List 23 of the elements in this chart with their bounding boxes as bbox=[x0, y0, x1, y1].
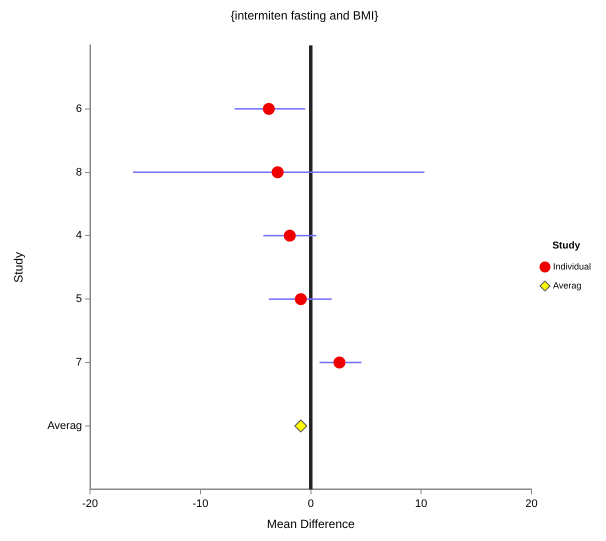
point bbox=[333, 356, 346, 369]
chart-title: {intermiten fasting and BMI} bbox=[230, 8, 378, 23]
x-tick-label: 0 bbox=[308, 498, 314, 510]
point bbox=[294, 293, 307, 306]
legend-label: Individual bbox=[552, 261, 592, 272]
y-tick-label: Averag bbox=[47, 420, 82, 432]
y-tick-label: 5 bbox=[76, 293, 82, 306]
x-tick-label: -10 bbox=[192, 498, 208, 510]
x-tick-label: 20 bbox=[525, 498, 538, 510]
point bbox=[294, 419, 308, 432]
point bbox=[272, 166, 284, 178]
y-axis-title: Study bbox=[12, 252, 26, 283]
legend-label: Averag bbox=[552, 280, 582, 290]
x-axis-title: Mean Difference bbox=[266, 517, 356, 532]
y-tick-label: 7 bbox=[76, 356, 82, 369]
legend-title: Study bbox=[552, 240, 581, 252]
y-tick-label: 8 bbox=[76, 166, 82, 178]
point bbox=[284, 230, 296, 242]
y-tick-label: 6 bbox=[76, 102, 82, 115]
y-tick-label: 4 bbox=[76, 230, 82, 242]
x-tick-label: 10 bbox=[414, 498, 428, 510]
x-tick-label: -20 bbox=[82, 498, 98, 510]
point bbox=[262, 102, 275, 115]
